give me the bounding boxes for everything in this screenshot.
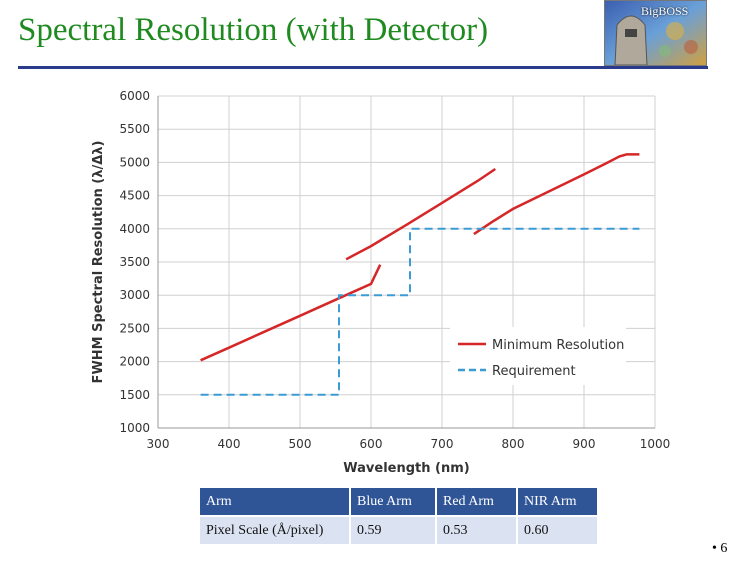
table-cell: Pixel Scale (Å/pixel) [200,517,349,544]
table-cell: 0.60 [518,517,597,544]
table-header: Blue Arm [351,488,435,515]
table-header: Red Arm [437,488,516,515]
x-tick-label: 800 [502,437,525,451]
minimum-resolution-line [345,167,496,261]
x-tick-label: 600 [360,437,383,451]
minimum-resolution-line [473,153,640,236]
table-header: Arm [200,488,349,515]
y-tick-label: 3000 [119,288,150,302]
logo-image [605,1,706,65]
y-tick-label: 1500 [119,388,150,402]
table-header-row: Arm Blue Arm Red Arm NIR Arm [200,488,597,515]
table-row: Pixel Scale (Å/pixel) 0.59 0.53 0.60 [200,517,597,544]
slide-title: Spectral Resolution (with Detector) [18,12,489,48]
y-tick-label: 4000 [119,222,150,236]
pixel-scale-table: Arm Blue Arm Red Arm NIR Arm Pixel Scale… [198,486,599,546]
y-axis-label: FWHM Spectral Resolution (λ/Δλ) [91,141,106,384]
x-tick-label: 300 [147,437,170,451]
y-tick-label: 5500 [119,122,150,136]
logo-label: BigBOSS [641,4,689,18]
table-cell: 0.59 [351,517,435,544]
x-tick-label: 500 [289,437,312,451]
x-tick-label: 700 [431,437,454,451]
requirement-line [200,227,640,396]
x-tick-label: 1000 [640,437,671,451]
table-cell: 0.53 [437,517,516,544]
y-tick-label: 4500 [119,189,150,203]
x-axis-label: Wavelength (nm) [343,461,469,476]
table-header: NIR Arm [518,488,597,515]
x-tick-label: 900 [573,437,596,451]
title-rule [18,66,708,69]
x-tick-label: 400 [218,437,241,451]
resolution-chart: 1000 1500 2000 2500 3000 3500 4000 4500 5000 5500… [91,89,671,476]
y-tick-label: 3500 [119,255,150,269]
legend-label: Minimum Resolution [492,338,624,353]
slide-number: • 6 [712,541,728,556]
legend-label: Requirement [492,364,576,379]
legend-box [450,327,626,385]
bigboss-logo: BigBOSS [604,0,707,66]
y-tick-label: 5000 [119,155,150,169]
y-tick-label: 2000 [119,355,150,369]
minimum-resolution-line [200,264,382,362]
y-tick-label: 6000 [119,89,150,103]
y-tick-label: 1000 [119,421,150,435]
y-tick-label: 2500 [119,321,150,335]
